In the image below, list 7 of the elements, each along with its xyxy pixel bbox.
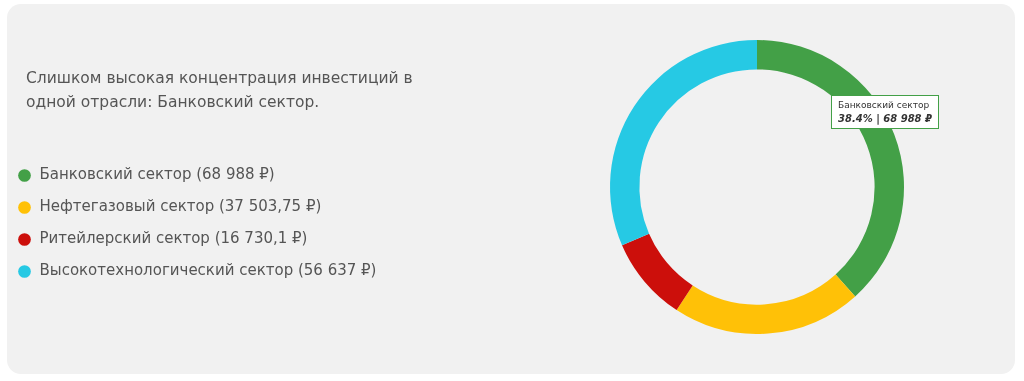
legend-label: Высокотехнологический сектор (56 637 ₽) <box>39 261 377 280</box>
legend-label: Нефтегазовый сектор (37 503,75 ₽) <box>39 197 322 216</box>
legend-label: Ритейлерский сектор (16 730,1 ₽) <box>39 229 308 248</box>
text: Слишком высокая концентрация инвестиций в одной отрасли: Банковский сектор. <box>26 68 414 113</box>
text: 38.4% | 68 988 ₽ <box>838 112 933 125</box>
text: Банковский сектор <box>838 99 931 112</box>
legend-label: Банковский сектор (68 988 ₽) <box>39 165 275 184</box>
